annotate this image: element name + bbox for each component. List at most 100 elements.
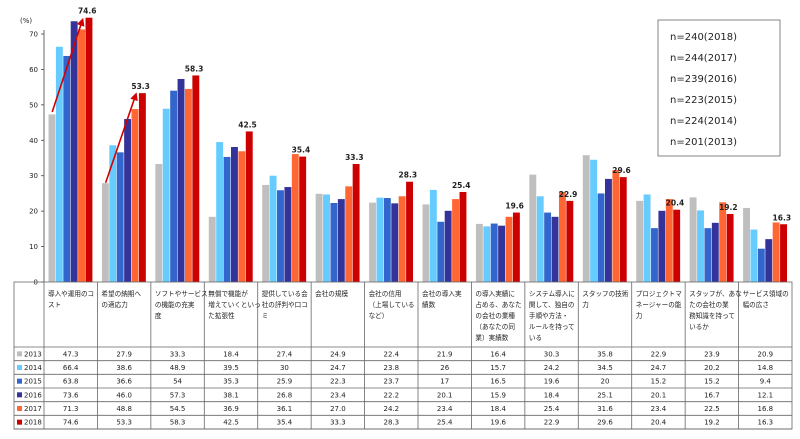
- bar-2013-3: [155, 164, 163, 282]
- table-cell: 25.4: [437, 419, 453, 427]
- table-cell: 20.1: [651, 391, 667, 399]
- table-cell: 25.4: [544, 405, 560, 413]
- table-cell: 54.5: [170, 405, 186, 413]
- bar-2017-11: [612, 170, 620, 282]
- table-cell: 30: [280, 364, 289, 372]
- legend-group: n=240(2018) n=244(2017) n=239(2016) n=223(2…: [657, 19, 781, 157]
- table-cell: 15.2: [704, 378, 720, 386]
- data-label-2: 53.3: [131, 82, 150, 91]
- bar-2016-10: [551, 216, 559, 282]
- bar-2017-2: [131, 109, 139, 282]
- table-cell: 19.6: [544, 378, 560, 386]
- trend-arrow-1: [51, 17, 85, 113]
- legend-entry-4: n=223(2015): [670, 95, 737, 106]
- bar-2014-10: [536, 196, 544, 282]
- table-cell: 36.6: [116, 378, 132, 386]
- bar-2015-12: [651, 228, 658, 282]
- table-cell: 47.3: [63, 350, 79, 358]
- bar-2018-6: [352, 164, 360, 282]
- table-cell: 23.7: [383, 378, 399, 386]
- table-cell: 54: [173, 378, 182, 386]
- table-cell: 36.1: [277, 405, 293, 413]
- table-cell: 27.9: [116, 350, 132, 358]
- table-cell: 71.3: [63, 405, 79, 413]
- data-label-13: 19.2: [719, 203, 738, 212]
- table-cell: 38.6: [116, 364, 132, 372]
- bar-2015-11: [597, 193, 605, 282]
- bar-2015-9: [490, 223, 498, 282]
- bar-2013-13: [689, 197, 697, 282]
- data-label-14: 16.3: [773, 213, 792, 222]
- table-cell: 26: [440, 364, 449, 372]
- bar-2016-11: [605, 178, 612, 282]
- table-cell: 25.1: [597, 391, 613, 399]
- category-label-7: 会社の信用（上場しているなど）: [369, 289, 415, 320]
- table-cell: 28.3: [383, 419, 399, 427]
- bar-2018-9: [512, 212, 520, 282]
- y-tick-label: 50: [29, 101, 38, 109]
- category-label-12: プロジェクトマネージャーの能力: [636, 290, 683, 320]
- bar-2016-2: [124, 119, 132, 282]
- y-tick-label: 40: [29, 137, 38, 145]
- table-cell: 34.5: [597, 364, 613, 372]
- bar-2016-4: [231, 147, 238, 282]
- table-cell: 14.8: [757, 364, 773, 372]
- table-cell: 26.8: [277, 391, 293, 399]
- bar-2013-10: [529, 174, 537, 282]
- data-label-3: 58.3: [185, 64, 204, 73]
- bar-2018-10: [566, 200, 574, 282]
- bar-2015-6: [330, 202, 338, 282]
- data-label-7: 28.3: [399, 171, 418, 180]
- table-cell: 25.9: [277, 378, 293, 386]
- bar-2013-9: [475, 223, 483, 282]
- bar-2018-13: [726, 213, 734, 282]
- table-cell: 16.4: [490, 350, 506, 358]
- table-cell: 46.0: [116, 391, 132, 399]
- bar-2014-7: [376, 197, 384, 282]
- bar-2015-5: [277, 190, 284, 282]
- table-cell: 24.9: [330, 350, 346, 358]
- y-tick-label: 0: [34, 279, 38, 287]
- bar-2017-5: [291, 154, 299, 282]
- bar-2015-13: [704, 228, 712, 282]
- table-cell: 19.6: [490, 419, 506, 427]
- y-tick-label: 10: [29, 243, 38, 251]
- bar-2015-4: [223, 156, 231, 282]
- table-cell: 35.8: [597, 350, 613, 358]
- data-label-11: 29.6: [612, 166, 631, 175]
- bars-group: [48, 17, 787, 283]
- table-cell: 24.7: [330, 364, 346, 372]
- bar-2017-4: [238, 151, 246, 282]
- bar-2014-3: [162, 108, 170, 282]
- bar-2018-2: [138, 93, 146, 282]
- table-cell: 16.3: [757, 419, 773, 427]
- table-cell: 16.8: [757, 405, 773, 413]
- table-cell: 24.2: [544, 364, 560, 372]
- table-cell: 58.3: [170, 419, 186, 427]
- category-label-8: 会社の導入実績数: [422, 289, 462, 309]
- bar-2016-5: [284, 187, 292, 282]
- table-cell: 22.5: [704, 405, 720, 413]
- category-label-10: システム導入に関して、独自の手順や方法・ルールを持っている: [529, 289, 575, 342]
- table-cell: 23.4: [651, 405, 667, 413]
- bar-2015-2: [116, 152, 124, 282]
- bar-2013-4: [208, 216, 216, 282]
- table-cell: 22.9: [651, 350, 667, 358]
- row-swatch-2018: [17, 419, 22, 425]
- category-label-13: スタッフが、あなたの会社の業務知識を持っているか: [689, 289, 742, 331]
- bar-2017-1: [78, 29, 86, 282]
- bar-2018-4: [245, 131, 253, 282]
- bar-2016-9: [498, 225, 506, 282]
- y-tick-label: 60: [29, 66, 38, 74]
- bar-2018-1: [85, 17, 93, 282]
- y-tick-label: 30: [29, 172, 38, 180]
- table-cell: 16.5: [490, 378, 506, 386]
- table-cell: 22.9: [544, 419, 560, 427]
- bar-2015-1: [63, 55, 71, 282]
- table-cell: 20.1: [437, 391, 453, 399]
- bar-2013-6: [315, 193, 323, 282]
- bar-2018-3: [192, 75, 200, 282]
- bar-2016-12: [658, 210, 666, 282]
- row-swatch-2014: [17, 365, 22, 370]
